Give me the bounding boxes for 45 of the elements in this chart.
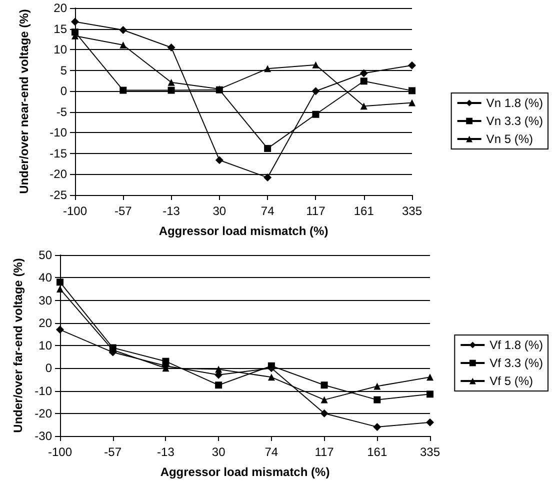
x-tick-label: 161: [354, 204, 374, 218]
x-tick-label: 117: [306, 204, 326, 218]
y-tick-label: 10: [54, 42, 68, 57]
y-tick-label: 20: [38, 316, 52, 330]
x-tick-label: -100: [48, 445, 72, 459]
y-tick-label: 15: [54, 22, 68, 36]
x-tick-label: 117: [314, 445, 334, 459]
y-tick-label: -10: [50, 126, 68, 140]
x-tick-label: -57: [104, 445, 122, 459]
x-tick-label: 74: [260, 204, 275, 218]
y-tick-label: 10: [38, 338, 52, 352]
x-tick-label: 335: [402, 204, 422, 218]
y-tick-label: 5: [60, 63, 68, 78]
legend-label: Vn 5 (%): [486, 132, 533, 146]
x-tick-label: 30: [212, 204, 226, 218]
y-tick-label: 0: [45, 361, 52, 376]
legend-label: Vn 1.8 (%): [486, 96, 544, 110]
y-tick-label: 50: [38, 248, 52, 262]
y-axis-title: Under/over near-end voltage (%): [17, 9, 31, 194]
x-tick-label: 335: [420, 445, 440, 459]
y-tick-label: 0: [60, 84, 68, 98]
y-tick-label: -30: [34, 429, 52, 443]
y-tick-label: 40: [38, 270, 52, 285]
x-tick-label: -13: [162, 204, 180, 218]
y-tick-label: -20: [50, 167, 68, 182]
y-tick-label: -10: [34, 384, 52, 398]
x-tick-label: -100: [62, 204, 88, 218]
y-tick-label: 30: [38, 293, 52, 308]
y-tick-label: -20: [34, 406, 52, 420]
y-tick-label: -25: [50, 188, 68, 202]
y-tick-label: -5: [56, 104, 68, 119]
x-tick-label: -13: [157, 445, 175, 459]
x-tick-label: -57: [114, 204, 132, 218]
x-axis-title: Aggressor load mismatch (%): [160, 465, 330, 479]
y-tick-label: -15: [50, 146, 68, 160]
x-tick-label: 30: [212, 445, 226, 459]
x-tick-label: 161: [367, 445, 388, 459]
legend-label: Vf 5 (%): [490, 374, 533, 388]
x-axis-title: Aggressor load mismatch (%): [158, 224, 328, 238]
y-tick-label: 20: [54, 1, 68, 15]
y-axis-title: Under/over far-end voltage (%): [10, 258, 25, 433]
legend-label: Vn 3.3 (%): [486, 114, 544, 128]
legend-label: Vf 1.8 (%): [490, 338, 544, 352]
legend-label: Vf 3.3 (%): [490, 356, 544, 370]
x-tick-label: 74: [264, 445, 278, 459]
